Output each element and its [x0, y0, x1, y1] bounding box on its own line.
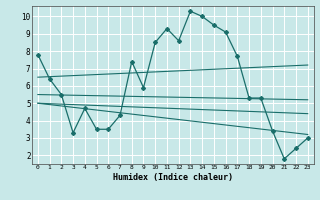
X-axis label: Humidex (Indice chaleur): Humidex (Indice chaleur) [113, 173, 233, 182]
